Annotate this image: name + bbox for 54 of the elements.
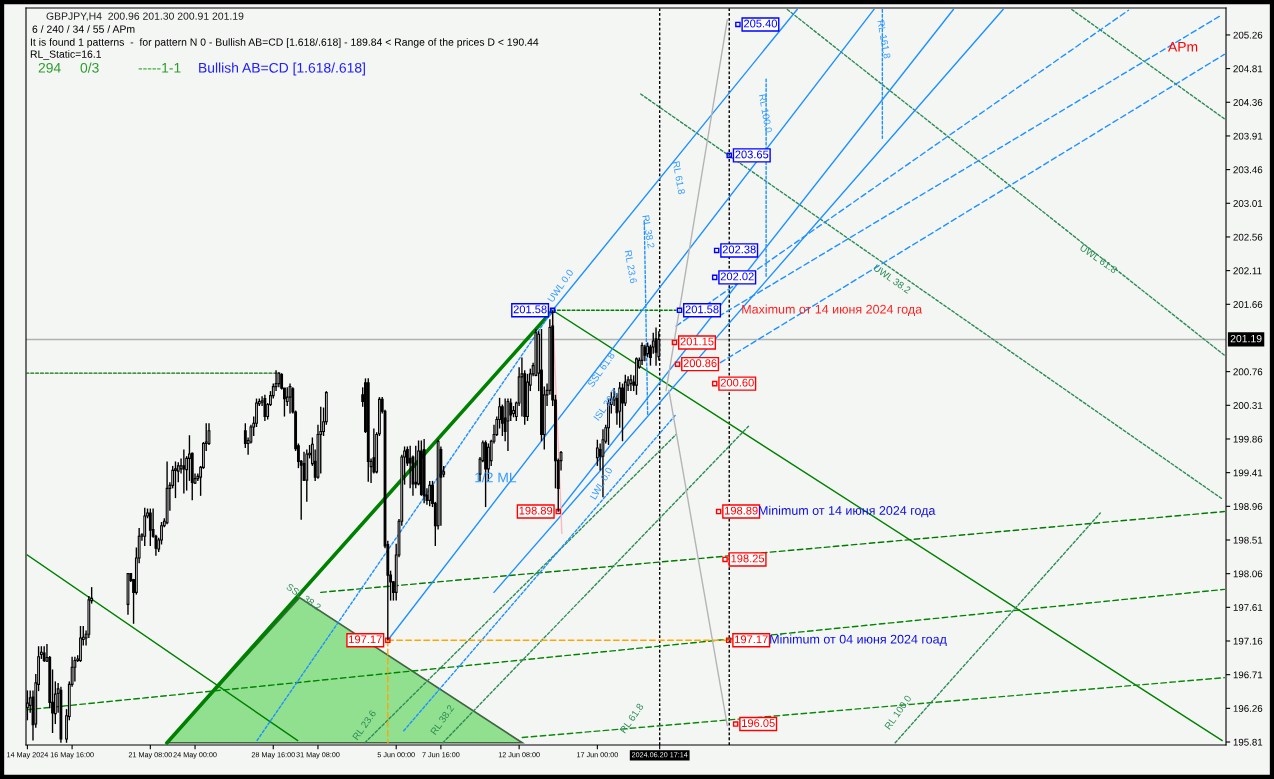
annotation: RL_Static=16.1 [30, 50, 102, 60]
annotation: 6 / 240 / 34 / 55 / APm [32, 25, 135, 33]
data-label: 201.58 [685, 305, 719, 314]
y-tick-label: 203.46 [1233, 166, 1263, 174]
annotation: Bullish AB=CD [1.618/.618] [199, 62, 365, 76]
data-label: 202.02 [720, 272, 754, 281]
chart-title: GBPJPY,H4 200.96 201.30 200.91 201.19 [46, 12, 244, 22]
annotation: RL 61.8 [672, 161, 686, 195]
annotation: RL 100.0 [758, 94, 773, 133]
y-tick-label: 202.11 [1233, 267, 1262, 275]
data-label: 202.38 [722, 245, 756, 254]
y-tick-label: 199.41 [1233, 469, 1263, 477]
y-tick-label: 204.81 [1233, 65, 1263, 73]
annotation: 0/3 [80, 62, 99, 73]
annotation: It is found 1 patterns - for pattern N 0 - Bullish AB=CD [1.618/.618] - 189.84 < Range of the prices D < 190.44 [30, 38, 539, 48]
data-label: 198.89 [725, 506, 758, 515]
annotation: RL 161.8 [877, 20, 891, 59]
y-tick-label: 200.31 [1233, 402, 1263, 409]
data-label: 197.17 [735, 635, 768, 644]
y-tick-label: 196.26 [1233, 705, 1263, 712]
annotation: RL 38.2 [642, 215, 655, 249]
data-label: 196.05 [742, 719, 775, 728]
y-tick-label: 199.86 [1233, 435, 1263, 443]
data-label: 197.17 [349, 635, 382, 644]
data-label: 200.60 [720, 378, 754, 387]
data-label: 201.15 [680, 337, 714, 346]
data-label: 198.89 [519, 506, 553, 515]
y-tick-label: 198.06 [1233, 570, 1263, 578]
y-tick-label: 205.26 [1233, 31, 1263, 39]
data-label: 201.58 [513, 305, 547, 314]
y-tick-label: 201.66 [1233, 301, 1263, 308]
y-tick-label: 203.91 [1233, 132, 1263, 140]
annotation: 294 [38, 62, 61, 73]
y-tick-label: 198.96 [1233, 503, 1263, 510]
y-tick-label: 203.01 [1233, 200, 1263, 207]
data-label: 203.65 [735, 150, 769, 159]
data-label: 200.86 [683, 359, 717, 368]
annotation: RL 23.6 [624, 250, 638, 284]
annotation: APm [1168, 42, 1198, 52]
y-tick-label: 195.81 [1233, 738, 1263, 746]
data-label: 205.40 [744, 19, 777, 28]
y-tick-label: 196.71 [1233, 671, 1263, 679]
ref-line-label: 201.19 [1230, 334, 1262, 343]
y-tick-label: 197.61 [1233, 604, 1263, 611]
y-tick-label: 200.76 [1233, 368, 1263, 376]
data-label: 198.25 [731, 554, 765, 563]
y-tick-label: 197.16 [1233, 637, 1263, 645]
annotation: Minimum от 04 июня 2024 гоад [770, 634, 947, 646]
y-tick-label: 198.51 [1233, 536, 1263, 544]
annotation: SSL 38.2 [285, 582, 322, 611]
annotation: Maximum от 14 июня 2024 года [742, 304, 923, 316]
y-tick-label: 204.36 [1233, 99, 1263, 106]
y-tick-label: 202.56 [1233, 233, 1263, 241]
annotation: -----1-1 [138, 63, 181, 73]
